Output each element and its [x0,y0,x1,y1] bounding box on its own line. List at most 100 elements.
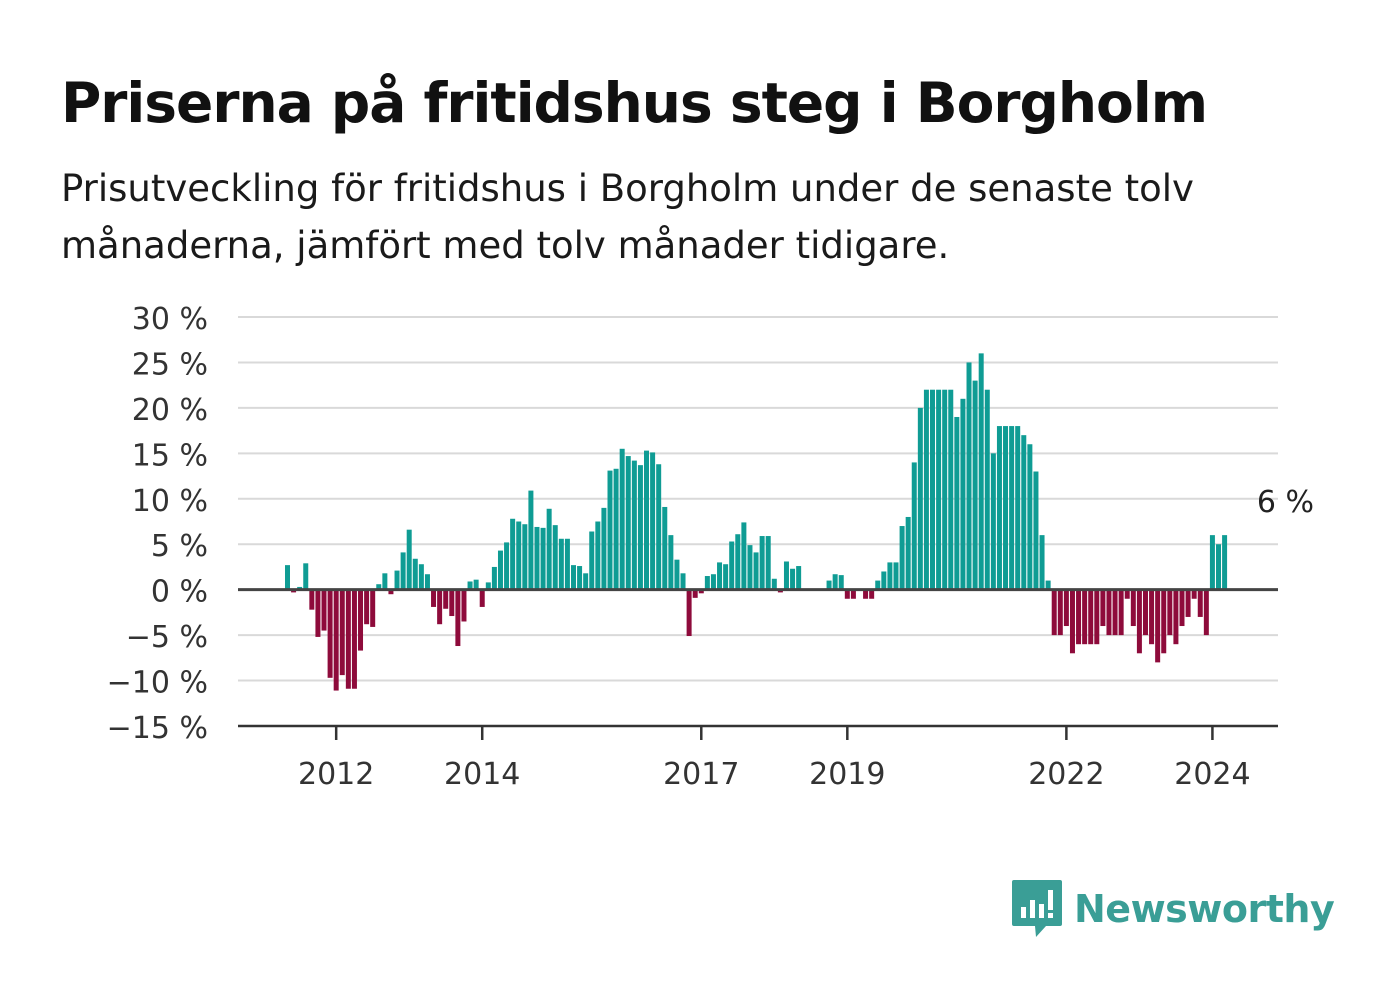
x-tick-label: 2012 [298,757,374,792]
bar [984,389,990,590]
bar [491,566,497,590]
bar [826,580,832,590]
bar [710,574,716,590]
bar [516,521,522,590]
bar [656,464,662,590]
bar [717,562,723,590]
y-tick-label: −5 % [126,620,208,655]
gridlines [238,316,1278,682]
chart-subtitle: Prisutveckling för fritidshus i Borgholm… [61,167,1194,267]
x-tick-label: 2019 [809,757,885,792]
bar [358,589,364,651]
bar [412,558,418,590]
bar [1088,589,1094,645]
bar [1124,589,1130,599]
bar [1106,589,1112,636]
bar [1009,426,1015,590]
bar [735,534,741,590]
bar [644,450,650,590]
bar [619,448,625,590]
bar [552,525,558,590]
bar [327,589,333,678]
bar [662,506,668,590]
bar [1069,589,1075,654]
bar [796,566,802,590]
bar [790,568,796,590]
bar [437,589,443,625]
bar [832,574,838,590]
bar [838,575,844,590]
bar [1003,426,1009,590]
bar [285,565,290,590]
bar [376,584,382,590]
bar [1027,444,1033,590]
x-tick-label: 2022 [1028,757,1104,792]
bar [522,524,528,590]
brand-name: Newsworthy [1074,887,1335,931]
bar [406,529,412,590]
bar [1057,589,1063,636]
bar [1185,589,1191,617]
bar [765,536,771,590]
bar [625,456,631,590]
bar [1039,535,1045,590]
bar [382,573,388,590]
bar [534,526,540,590]
bar [345,589,351,689]
bar [479,589,485,607]
bar [467,581,473,590]
bar [1222,535,1228,590]
bar [990,453,996,590]
bar [942,389,948,590]
bar [930,389,936,590]
bar [1209,535,1215,590]
bar [1130,589,1136,627]
bar [321,589,327,631]
bar [528,490,534,590]
bar [1112,589,1118,636]
bar [583,573,589,590]
bar [863,589,869,599]
bar [455,589,461,647]
bar [899,526,905,590]
bar [1203,589,1209,636]
bar [723,564,729,590]
value-annotation: 6 % [1257,485,1314,520]
bar [571,565,576,590]
bar [996,426,1002,590]
bar [1161,589,1167,654]
bar [1051,589,1057,636]
bar [893,562,899,590]
y-tick-label: −10 % [107,666,208,701]
bar [680,573,686,590]
bar [461,589,467,622]
bar [759,536,765,590]
bar [589,531,595,590]
bar [1118,589,1124,636]
bar [771,578,777,590]
bar [923,389,929,590]
bar [339,589,345,676]
bar [1142,589,1148,636]
bar [1149,589,1155,645]
bar [613,468,619,590]
bar [1015,426,1021,590]
bar [364,589,370,625]
bar [674,559,680,590]
bar [1167,589,1173,636]
bar [905,516,911,590]
bar [370,589,376,627]
chart-title: Priserna på fritidshus steg i Borgholm [61,71,1208,135]
bar [936,389,942,590]
bar [473,579,479,590]
bar [485,582,491,590]
bar [917,407,923,590]
bar [850,589,856,599]
bar [504,542,510,590]
bar [418,564,424,590]
bar [431,589,437,607]
bar [978,353,984,590]
axes [238,588,1278,740]
bar [351,589,357,689]
bar [449,589,455,617]
